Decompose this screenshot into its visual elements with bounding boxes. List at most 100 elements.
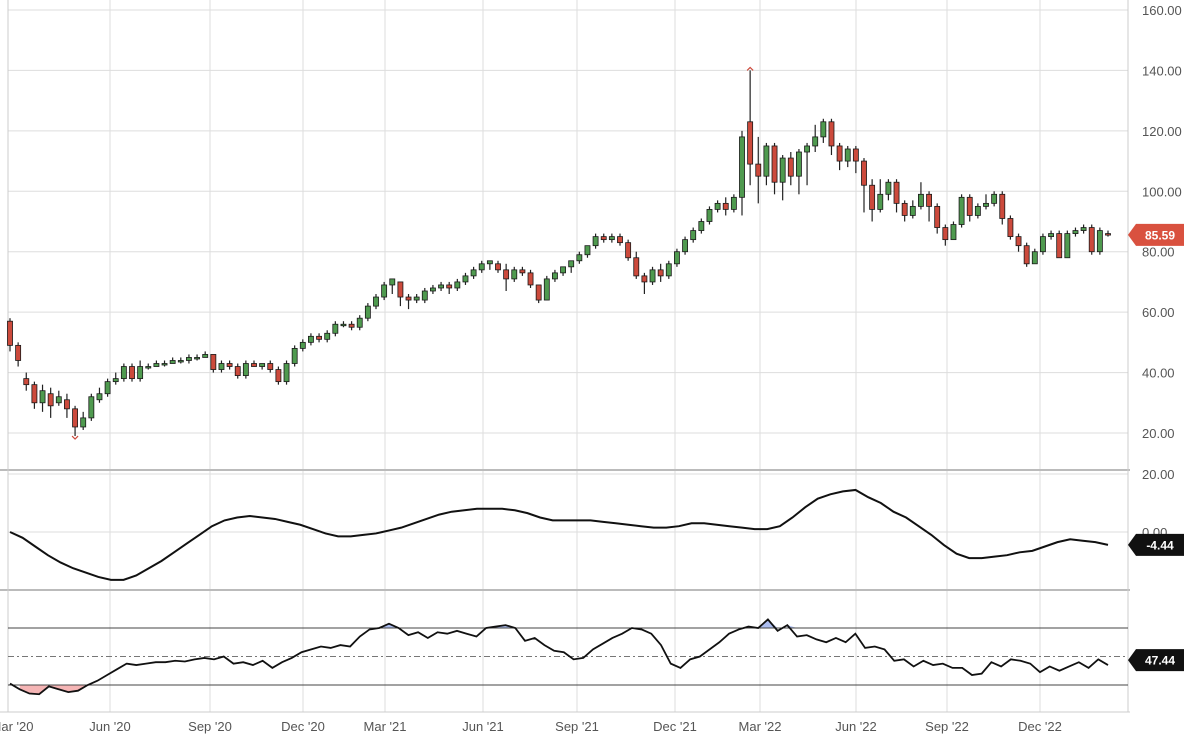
candle-down (234, 366, 241, 376)
extreme-markers (71, 66, 754, 440)
candle-up (1064, 233, 1071, 259)
candle-down (495, 263, 501, 271)
candle-up (1080, 227, 1087, 231)
candle-up (486, 260, 493, 265)
candle-up (438, 284, 444, 289)
oscillator-value-badge-label: -4.44 (1146, 538, 1174, 552)
candle-down (519, 269, 526, 274)
price-tick-label: 160.00 (1142, 3, 1182, 18)
candle-up (242, 363, 249, 376)
candle-down (405, 296, 412, 301)
x-tick-label: Jun '22 (835, 719, 877, 734)
candle-down (348, 323, 355, 328)
candle-up (844, 148, 851, 162)
price-tick-label: 20.00 (1142, 426, 1175, 441)
candle-down (535, 284, 542, 301)
price-tick-label: 40.00 (1142, 366, 1175, 381)
candle-down (446, 284, 453, 289)
candle-up (364, 305, 371, 319)
candle-up (698, 221, 705, 231)
candle-up (706, 209, 713, 222)
candle-up (560, 266, 566, 274)
candle-up (373, 296, 379, 307)
tick-labels: 20.00 40.00 60.00 80.00 100.00 120.00 140.00 16… (0, 3, 1182, 734)
candle-up (804, 145, 810, 153)
candle-down (15, 344, 22, 361)
candle-up (218, 363, 225, 370)
candle-down (966, 196, 973, 216)
candle-down (267, 363, 274, 370)
candle-up (974, 205, 981, 216)
candle-up (299, 341, 306, 349)
x-tick-label: Sep '20 (188, 719, 232, 734)
candle-down (527, 272, 534, 286)
grid (8, 0, 1128, 712)
x-tick-label: Jun '20 (89, 719, 131, 734)
candle-up (608, 236, 615, 241)
candle-up (909, 205, 916, 216)
candle-up (39, 390, 46, 404)
candle-up (730, 196, 737, 210)
high-marker (746, 66, 754, 71)
candle-up (812, 136, 819, 147)
candle-up (340, 323, 347, 327)
candle-up (96, 393, 103, 401)
price-tick-label: 140.00 (1142, 63, 1182, 78)
candle-up (153, 363, 160, 367)
oscillator-value-badge-shape (1128, 533, 1184, 556)
candle-down (1015, 236, 1022, 247)
candle-up (543, 278, 550, 301)
price-tick-label: 80.00 (1142, 245, 1175, 260)
candle-down (1088, 227, 1095, 253)
candle-down (1105, 233, 1111, 236)
value-badges: 85.59 -4.44 47.44 (1128, 223, 1184, 672)
candle-up (413, 296, 420, 301)
candle-down (397, 281, 404, 298)
candle-down (129, 366, 135, 380)
rsi-value-badge: 47.44 (1128, 649, 1184, 672)
candle-up (324, 332, 331, 340)
candle-down (633, 257, 640, 277)
candle-up (682, 239, 688, 253)
panel-separators (0, 0, 1130, 713)
candle-down (934, 205, 941, 228)
x-tick-label: Mar '21 (364, 719, 407, 734)
candle-down (64, 399, 70, 410)
candle-up (690, 230, 697, 241)
candle-up (194, 357, 200, 360)
candle-up (779, 157, 786, 183)
candle-up (1031, 251, 1038, 265)
candle-up (421, 290, 428, 301)
candle-up (478, 263, 485, 271)
candle-up (1072, 230, 1079, 234)
candle-up (991, 193, 998, 204)
candle-down (617, 236, 623, 244)
candle-down (999, 193, 1006, 219)
candle-up (112, 378, 119, 383)
candle-down (787, 157, 794, 177)
rsi-value-badge-label: 47.44 (1145, 654, 1175, 668)
candle-up (877, 193, 884, 210)
candle-up (88, 396, 95, 419)
candle-down (600, 236, 607, 241)
candle-up (1040, 236, 1046, 253)
x-tick-label: Dec '22 (1018, 719, 1062, 734)
candle-up (389, 278, 396, 286)
candle-down (722, 202, 729, 210)
candle-up (120, 366, 127, 380)
candle-down (226, 363, 233, 367)
oscillator-line (9, 488, 1109, 581)
candle-down (31, 384, 38, 404)
candle-down (47, 393, 54, 407)
rsi-levels (8, 627, 1128, 686)
candle-down (72, 408, 78, 428)
candle-down (901, 202, 908, 216)
candle-up (649, 269, 656, 283)
candle-down (657, 269, 664, 277)
candle-down (828, 121, 835, 147)
candle-down (275, 369, 282, 383)
x-tick-label: Sep '22 (925, 719, 969, 734)
candle-up (308, 335, 314, 343)
x-tick-label: Dec '21 (653, 719, 697, 734)
